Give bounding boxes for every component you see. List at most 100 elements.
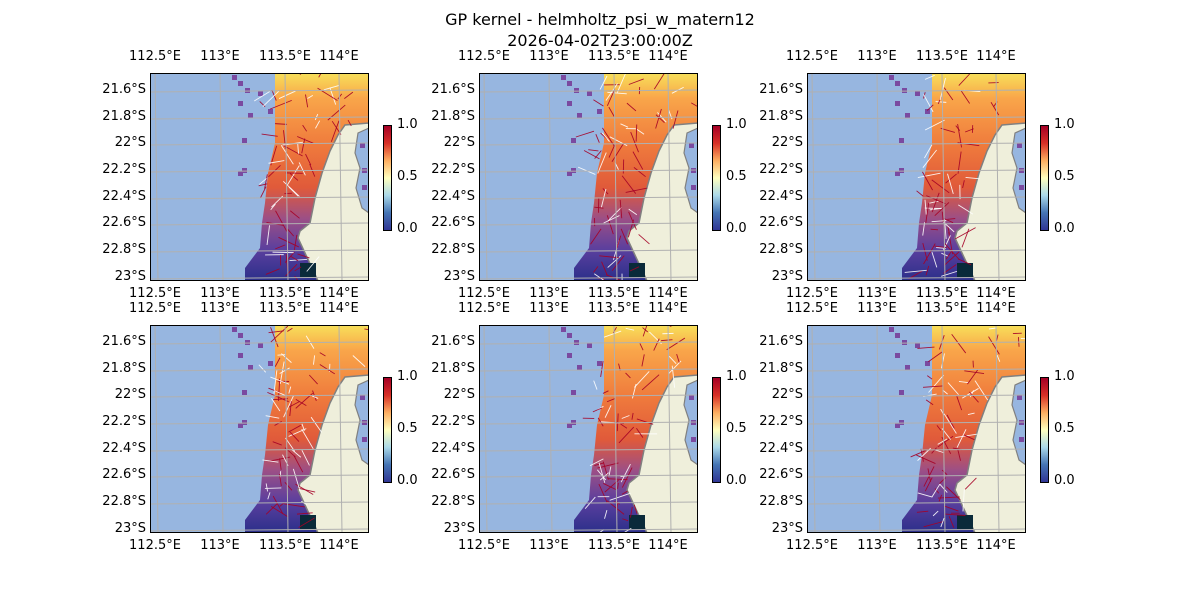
velocity-vector bbox=[598, 483, 608, 503]
data-cell bbox=[232, 75, 237, 80]
gridline-lon bbox=[811, 325, 816, 533]
lon-tick-label-top: 113.5°E bbox=[588, 49, 640, 64]
velocity-vector bbox=[955, 125, 961, 131]
velocity-vector bbox=[287, 165, 300, 186]
lat-tick-label: 22°S bbox=[443, 387, 475, 402]
data-cell bbox=[362, 185, 367, 190]
velocity-vector bbox=[268, 160, 285, 164]
lon-tick-label-bottom: 113.5°E bbox=[588, 538, 640, 553]
velocity-vector bbox=[305, 94, 309, 108]
velocity-vector bbox=[642, 325, 648, 337]
land bbox=[626, 122, 698, 281]
gridline-lat bbox=[807, 421, 1026, 425]
data-cell bbox=[915, 343, 920, 348]
velocity-vector bbox=[298, 162, 306, 176]
lon-tick-label-top: 113°E bbox=[857, 49, 897, 64]
gridline-lon bbox=[941, 325, 946, 533]
data-cell bbox=[258, 91, 263, 96]
velocity-vector bbox=[602, 390, 609, 394]
data-cell bbox=[248, 113, 253, 118]
gridline-lat bbox=[150, 528, 369, 532]
colorbar-tick-label: 0.5 bbox=[726, 421, 747, 436]
data-cell bbox=[238, 101, 243, 106]
velocity-vector bbox=[691, 102, 698, 108]
velocity-vector bbox=[958, 73, 971, 86]
data-cell bbox=[587, 343, 592, 348]
lat-tick-label: 22°S bbox=[771, 387, 803, 402]
colorbar bbox=[383, 377, 392, 483]
data-cell bbox=[268, 109, 273, 114]
velocity-vector bbox=[937, 438, 948, 445]
lat-tick-label: 21.6°S bbox=[102, 82, 146, 97]
velocity-vector bbox=[298, 487, 316, 493]
gridline-lat bbox=[479, 474, 698, 478]
lon-tick-label-top: 113.5°E bbox=[588, 301, 640, 316]
velocity-vector bbox=[602, 127, 615, 147]
gridline-lat bbox=[807, 116, 1026, 120]
velocity-vector bbox=[910, 450, 926, 458]
velocity-vector bbox=[934, 488, 940, 494]
velocity-vector bbox=[633, 167, 646, 178]
velocity-vector bbox=[600, 360, 604, 377]
velocity-vector bbox=[603, 215, 620, 224]
gridline-lat bbox=[150, 89, 369, 93]
lon-tick-label-bottom: 114°E bbox=[319, 538, 359, 553]
velocity-vector bbox=[943, 251, 960, 266]
data-cell bbox=[238, 333, 243, 338]
lon-tick-label-bottom: 113°E bbox=[200, 538, 240, 553]
velocity-vector bbox=[625, 327, 635, 331]
gridline-lat bbox=[150, 142, 369, 146]
data-cell bbox=[895, 81, 900, 86]
velocity-vector bbox=[943, 87, 954, 101]
data-cell bbox=[1019, 437, 1024, 442]
data-cell bbox=[899, 390, 904, 395]
velocity-vector bbox=[935, 449, 944, 453]
lat-tick-label: 21.6°S bbox=[431, 82, 475, 97]
gridline-lat bbox=[807, 474, 1026, 478]
lat-tick-label: 21.8°S bbox=[431, 109, 475, 124]
gridline-lon bbox=[284, 325, 289, 533]
lon-tick-label-bottom: 113.5°E bbox=[916, 538, 968, 553]
lat-tick-label: 22.6°S bbox=[431, 215, 475, 230]
velocity-vector bbox=[941, 270, 958, 277]
gridline-lon bbox=[483, 325, 488, 533]
axes-frame bbox=[807, 325, 1026, 533]
velocity-vector bbox=[264, 487, 282, 489]
velocity-vector bbox=[603, 483, 617, 491]
lat-tick-label: 21.8°S bbox=[759, 109, 803, 124]
velocity-vector bbox=[672, 110, 679, 129]
data-cell bbox=[567, 101, 572, 106]
data-cell bbox=[360, 395, 365, 400]
data-cell bbox=[571, 390, 576, 395]
velocity-vector bbox=[302, 124, 308, 132]
gridline-lat bbox=[150, 501, 369, 505]
gridline-lat bbox=[807, 222, 1026, 226]
velocity-vector bbox=[603, 330, 622, 338]
lon-tick-label-bottom: 113°E bbox=[200, 286, 240, 301]
gridline-lat bbox=[807, 368, 1026, 372]
colorbar-tick-label: 1.0 bbox=[726, 117, 747, 132]
velocity-vector bbox=[931, 447, 937, 454]
velocity-vector bbox=[964, 370, 985, 374]
data-cell bbox=[587, 91, 592, 96]
velocity-vector bbox=[930, 228, 939, 231]
lat-tick-label: 21.8°S bbox=[759, 361, 803, 376]
velocity-vector bbox=[272, 495, 284, 514]
gridline-lon bbox=[811, 73, 816, 281]
lon-tick-label-top: 114°E bbox=[976, 301, 1016, 316]
lat-tick-label: 22.4°S bbox=[102, 441, 146, 456]
data-cell bbox=[245, 88, 250, 93]
velocity-vector bbox=[283, 395, 294, 418]
velocity-vector bbox=[641, 374, 660, 391]
lat-tick-label: 22.2°S bbox=[759, 414, 803, 429]
data-cell bbox=[895, 171, 900, 176]
lon-tick-label-bottom: 113°E bbox=[529, 538, 569, 553]
velocity-vector bbox=[928, 351, 943, 363]
data-cell bbox=[574, 88, 579, 93]
velocity-vector bbox=[943, 264, 957, 274]
velocity-vector bbox=[922, 222, 926, 236]
velocity-vector bbox=[279, 361, 285, 385]
velocity-vector bbox=[264, 174, 268, 189]
velocity-vector bbox=[621, 175, 637, 194]
colorbar-tick-label: 0.0 bbox=[1054, 221, 1075, 236]
